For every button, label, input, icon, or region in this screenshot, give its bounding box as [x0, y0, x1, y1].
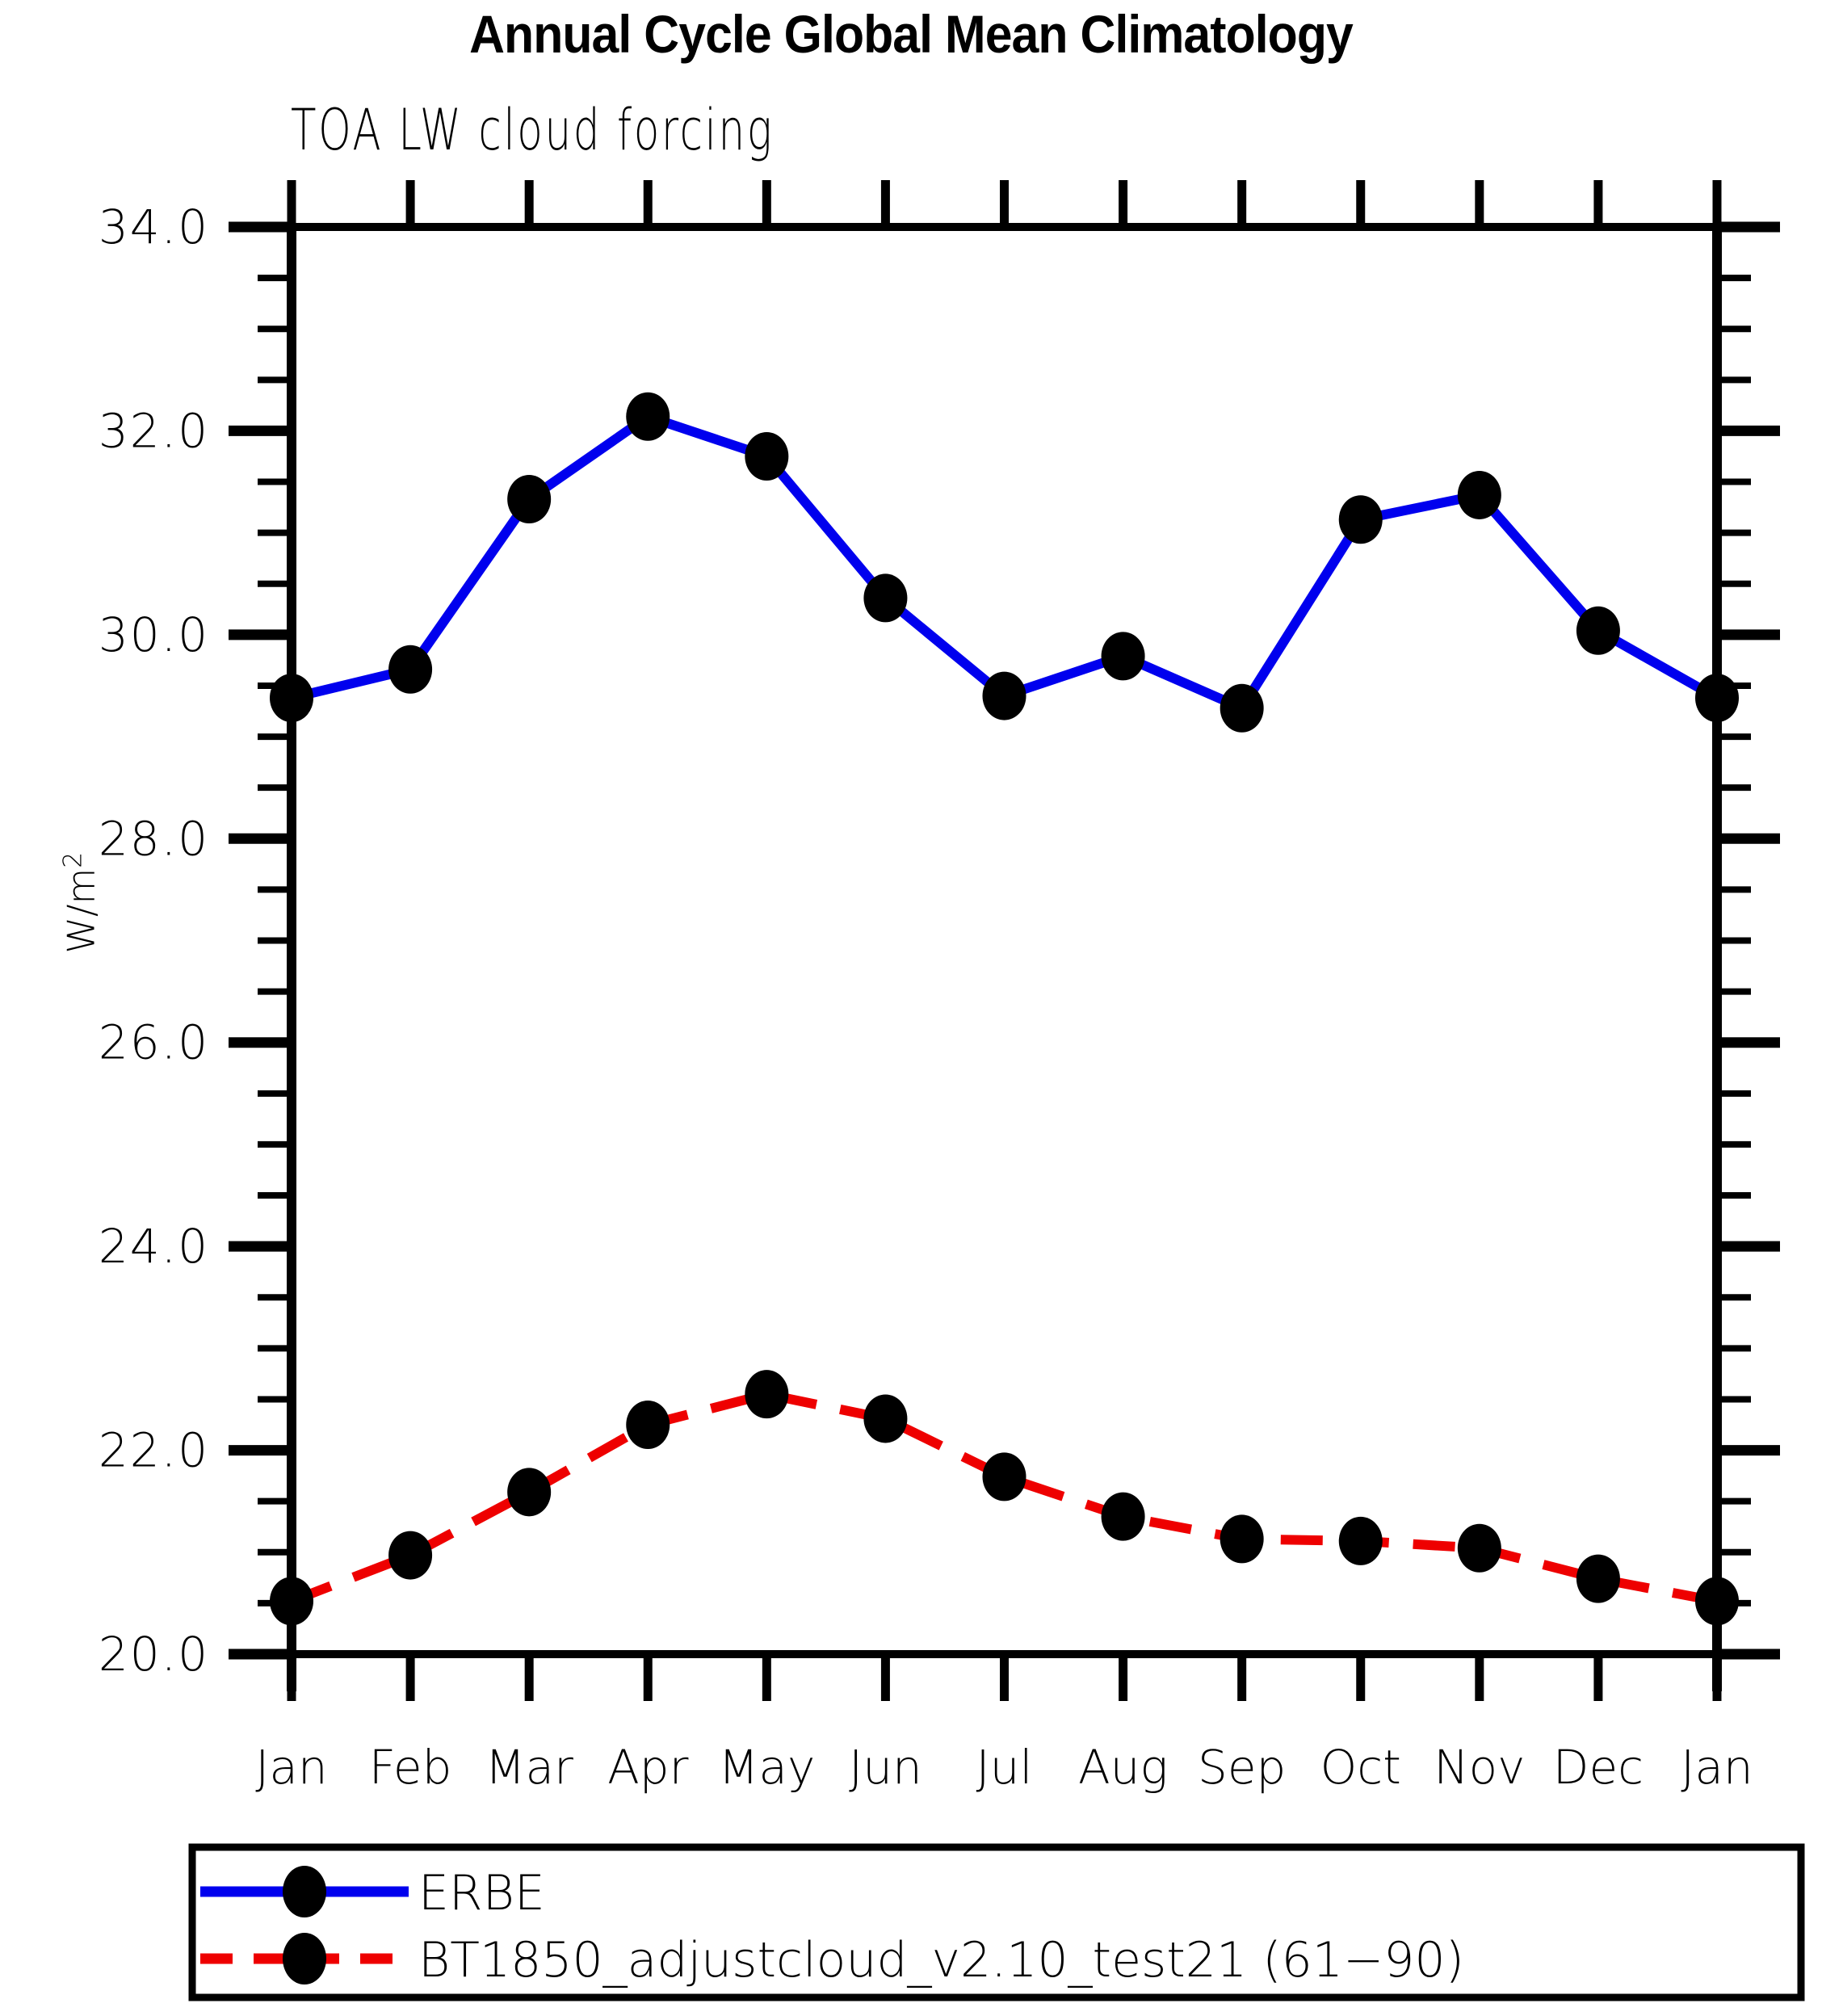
- x-tick-label: Feb: [369, 1740, 452, 1795]
- data-point: [863, 1394, 908, 1443]
- data-point: [1576, 606, 1620, 655]
- x-tick-label: Sep: [1198, 1740, 1286, 1795]
- data-point: [507, 474, 552, 523]
- data-point: [1695, 1577, 1739, 1626]
- series-markers: [270, 392, 1739, 1626]
- data-point: [1457, 1523, 1501, 1573]
- data-point: [1338, 1516, 1383, 1565]
- data-point: [1576, 1554, 1620, 1603]
- y-tick-label: 30.0: [99, 607, 209, 662]
- data-point: [388, 1531, 433, 1580]
- x-tick-label: Jun: [849, 1740, 922, 1795]
- x-tick-label: May: [718, 1740, 815, 1795]
- legend-border: [188, 1843, 1805, 2001]
- y-tick-label: 28.0: [99, 811, 209, 866]
- y-tick-label: 22.0: [99, 1423, 209, 1478]
- x-tick-label: Dec: [1553, 1740, 1644, 1795]
- y-tick-label: 34.0: [99, 200, 209, 254]
- y-tick-label: 20.0: [99, 1627, 209, 1682]
- legend-label-2: BT1850_adjustcloud_v2.10_test21 (61−90): [418, 1932, 1464, 1989]
- chart-subtitle: TOA LW cloud forcing: [291, 97, 775, 164]
- y-tick-label: 24.0: [99, 1219, 209, 1274]
- legend-marker-2: [283, 1933, 326, 1984]
- data-point: [626, 1401, 670, 1450]
- x-major-ticks: [287, 180, 1722, 1701]
- page-title: Annual Cycle Global Mean Climatology: [469, 4, 1354, 64]
- data-point: [270, 674, 313, 723]
- x-tick-label: Mar: [485, 1740, 573, 1795]
- data-point: [982, 1452, 1026, 1502]
- data-point: [1695, 674, 1739, 723]
- x-tick-labels: Jan Feb Mar Apr May Jun Jul Aug Sep Oct Nov Dec Jan: [255, 1740, 1753, 1795]
- data-point: [626, 392, 670, 441]
- x-tick-label: Apr: [607, 1740, 688, 1795]
- data-point: [1101, 632, 1145, 681]
- data-point: [1101, 1492, 1145, 1541]
- series-line-1: [290, 411, 1719, 713]
- x-tick-label: Nov: [1434, 1740, 1525, 1795]
- data-point: [1338, 495, 1383, 544]
- legend-items: ERBE BT1850_adjustcloud_v2.10_test21 (61−…: [200, 1865, 1464, 1989]
- y-major-ticks: [229, 221, 1780, 1660]
- y-minor-ticks: [258, 275, 1751, 1606]
- data-point: [745, 1370, 789, 1419]
- series-lines: [289, 411, 1719, 1606]
- x-tick-label: Jan: [255, 1740, 327, 1795]
- data-point: [388, 645, 433, 694]
- data-point: [1220, 1514, 1264, 1564]
- data-point: [745, 431, 789, 481]
- y-tick-labels: 34.0 32.0 30.0 28.0 26.0 24.0 22.0 20.0: [99, 200, 209, 1682]
- y-tick-label: 26.0: [99, 1015, 209, 1070]
- data-point: [507, 1468, 552, 1517]
- data-point: [863, 573, 908, 623]
- x-tick-label: Oct: [1320, 1740, 1401, 1795]
- data-point: [1457, 470, 1501, 519]
- x-tick-label: Aug: [1078, 1740, 1168, 1795]
- legend-box: [188, 1843, 1805, 2001]
- legend-label-1: ERBE: [418, 1865, 545, 1922]
- legend-marker-1: [283, 1866, 326, 1917]
- data-point: [270, 1577, 313, 1626]
- x-tick-label: Jan: [1681, 1740, 1753, 1795]
- y-tick-label: 32.0: [99, 403, 209, 458]
- data-point: [982, 671, 1026, 720]
- data-point: [1220, 683, 1264, 733]
- x-tick-label: Jul: [976, 1740, 1033, 1795]
